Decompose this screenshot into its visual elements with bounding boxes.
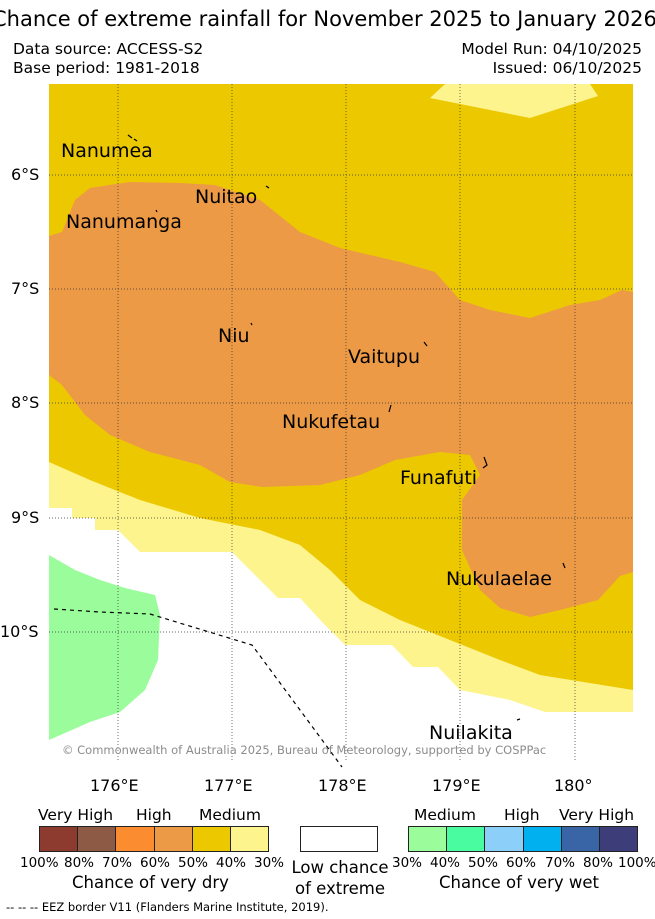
legend-dry-pct: 80% bbox=[64, 855, 95, 871]
low-dry-north-region bbox=[430, 84, 598, 118]
legend-dry-title: Chance of very dry bbox=[72, 873, 229, 892]
legend-wet-very-high-label: Very High bbox=[559, 806, 635, 824]
legend-wet-medium-label: Medium bbox=[414, 806, 476, 824]
legend-wet-pct: 40% bbox=[430, 855, 461, 871]
graticule bbox=[49, 84, 633, 760]
legend-dry-pct: 50% bbox=[178, 855, 209, 871]
legend-wet-swatch bbox=[599, 827, 638, 851]
lon-label-177e: 177°E bbox=[204, 776, 253, 795]
legend-wet-pct: 50% bbox=[468, 855, 499, 871]
legend-wet-high-label: High bbox=[504, 806, 540, 824]
legend-dry-swatch bbox=[40, 827, 79, 851]
no-signal-region bbox=[49, 508, 633, 760]
island-shapes bbox=[127, 134, 566, 721]
legend-wet-swatch bbox=[485, 827, 524, 851]
legend-low-chance-line1: Low chance bbox=[291, 858, 389, 877]
legend-wet-title: Chance of very wet bbox=[439, 873, 599, 892]
place-label-vaitupu: Vaitupu bbox=[348, 346, 421, 368]
legend-wet-swatch bbox=[409, 827, 448, 851]
legend-low-chance-swatch bbox=[300, 826, 378, 852]
model-run-text: Model Run: 04/10/2025 bbox=[461, 40, 642, 58]
issued-text: Issued: 06/10/2025 bbox=[492, 59, 642, 77]
legend-dry-swatch bbox=[78, 827, 117, 851]
legend-dry-pct: 40% bbox=[216, 855, 247, 871]
place-label-nukulaelae: Nukulaelae bbox=[446, 568, 552, 590]
legend-dry-pct: 60% bbox=[140, 855, 171, 871]
legend-dry-medium-label: Medium bbox=[199, 806, 261, 824]
data-source-text: Data source: ACCESS-S2 bbox=[13, 40, 204, 58]
place-label-nuitao: Nuitao bbox=[195, 186, 258, 208]
place-label-nukufetau: Nukufetau bbox=[282, 411, 381, 433]
legend-low-chance-line2: of extreme bbox=[294, 879, 386, 898]
legend-dry-pct: 100% bbox=[20, 855, 59, 871]
medium-wet-region bbox=[49, 555, 160, 740]
lat-label-7s: 7°S bbox=[11, 279, 40, 298]
legend-wet-pct: 100% bbox=[618, 855, 655, 871]
lon-label-180: 180° bbox=[554, 776, 593, 795]
legend-dry-swatch bbox=[116, 827, 155, 851]
legend-dry-swatch bbox=[230, 827, 269, 851]
legend-dry-pct: 70% bbox=[102, 855, 133, 871]
copyright-text: © Commonwealth of Australia 2025, Bureau… bbox=[62, 743, 547, 757]
legend-wet-swatch bbox=[523, 827, 562, 851]
lon-label-176e: 176°E bbox=[90, 776, 139, 795]
legend-dry-colorbar bbox=[39, 826, 269, 852]
lat-label-9s: 9°S bbox=[11, 508, 40, 527]
lat-label-6s: 6°S bbox=[11, 165, 40, 184]
legend-wet-colorbar bbox=[408, 826, 638, 852]
place-label-nanumea: Nanumea bbox=[61, 140, 153, 162]
place-label-nanumanga: Nanumanga bbox=[66, 211, 182, 233]
legend-dry-very-high-label: Very High bbox=[38, 806, 114, 824]
eez-border-note: -- -- -- EEZ border V11 (Flanders Marine… bbox=[6, 900, 329, 914]
legend-wet-swatch bbox=[447, 827, 486, 851]
legend-dry-pct: 30% bbox=[254, 855, 285, 871]
legend-dry-swatch bbox=[154, 827, 193, 851]
base-period-text: Base period: 1981-2018 bbox=[13, 59, 200, 77]
lat-label-8s: 8°S bbox=[11, 393, 40, 412]
lat-label-10s: 10°S bbox=[0, 622, 39, 641]
lon-label-178e: 178°E bbox=[318, 776, 367, 795]
legend-wet-pct: 80% bbox=[583, 855, 614, 871]
place-label-funafuti: Funafuti bbox=[400, 467, 478, 489]
place-label-nuilakita: Nuilakita bbox=[429, 722, 513, 744]
legend-wet-pct: 30% bbox=[392, 855, 423, 871]
legend-dry-swatch bbox=[192, 827, 231, 851]
map-title: Chance of extreme rainfall for November … bbox=[0, 7, 655, 31]
lon-label-179e: 179°E bbox=[432, 776, 481, 795]
high-dry-region bbox=[49, 182, 633, 617]
legend-dry-high-label: High bbox=[136, 806, 172, 824]
legend-wet-pct: 60% bbox=[506, 855, 537, 871]
legend-wet-swatch bbox=[561, 827, 600, 851]
place-label-niu: Niu bbox=[218, 325, 250, 347]
legend-wet-pct: 70% bbox=[545, 855, 576, 871]
